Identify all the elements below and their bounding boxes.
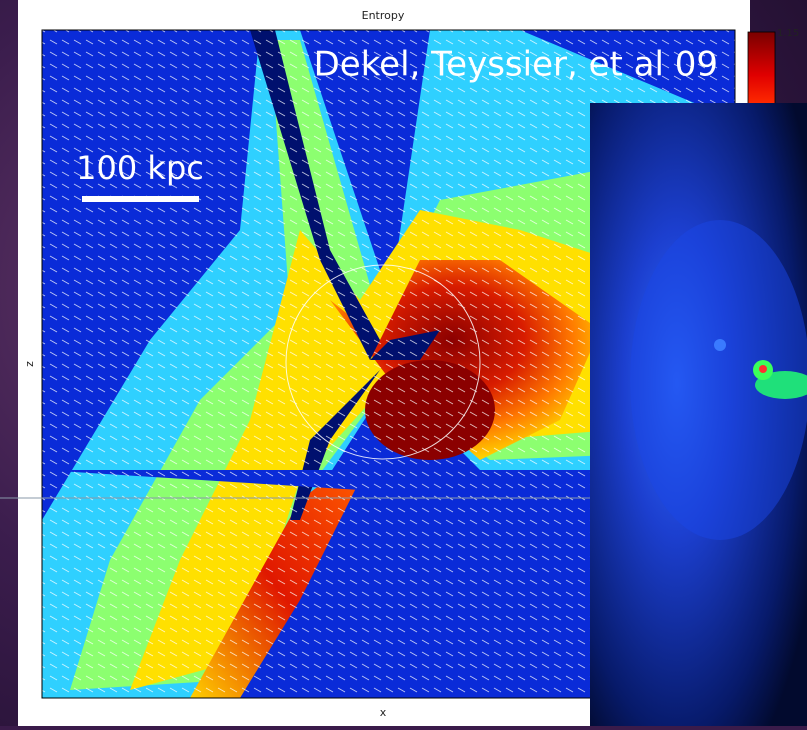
plot-title: Entropy — [362, 9, 405, 22]
scale-bar-label: 100 kpc — [76, 149, 204, 187]
credit-text: Dekel, Teyssier, et al 09 — [314, 45, 718, 85]
x-axis-label: x — [380, 706, 387, 719]
colorbar — [747, 31, 776, 105]
y-axis-label: z — [23, 361, 36, 367]
colorbar-max-label: 1.15 — [777, 28, 799, 39]
inset-image — [590, 103, 807, 726]
scale-bar — [82, 196, 199, 202]
